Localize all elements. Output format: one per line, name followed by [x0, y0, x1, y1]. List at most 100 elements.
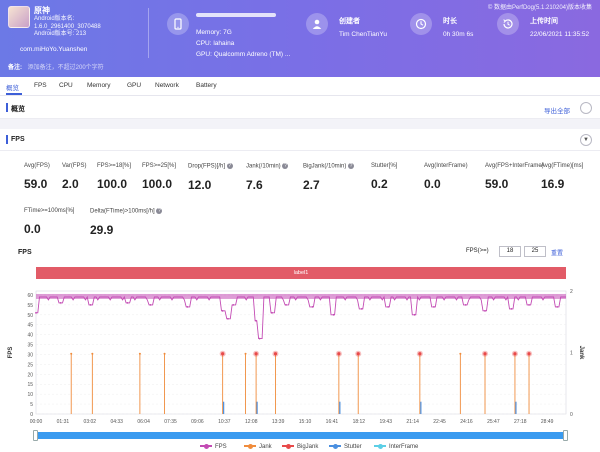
tab-memory[interactable]: Memory: [87, 82, 111, 89]
metric-value: 29.9: [90, 222, 114, 237]
history-icon: [497, 13, 519, 35]
metric-r2-0: FTime>=100ms[%] 0.0: [24, 208, 74, 236]
legend-item-jank[interactable]: Jank: [244, 443, 272, 450]
bigjank-point: [513, 352, 517, 356]
metric-r1-10: Avg(FTime)[ms] 16.9: [541, 163, 583, 191]
fps-threshold-input-1[interactable]: 18: [499, 246, 521, 257]
fps-dip-point: [271, 311, 273, 314]
metric-label: Drop(FPS)[/h] ?: [188, 163, 233, 170]
fps-threshold-input-2[interactable]: 25: [524, 246, 546, 257]
x-tick-label: 28:49: [541, 419, 554, 425]
chart-title: FPS: [18, 249, 32, 256]
fps-dip-point: [556, 305, 559, 308]
tab-battery[interactable]: Battery: [196, 82, 217, 89]
upload-time-value: 22/06/2021 11:35:52: [530, 31, 590, 38]
help-icon[interactable]: ?: [348, 163, 355, 169]
metric-label: Avg(InterFrame): [424, 163, 468, 169]
jank-point: [70, 352, 73, 355]
x-tick-label: 00:00: [30, 419, 43, 425]
fps-dip-point: [464, 303, 467, 306]
chevron-down-icon[interactable]: ▼: [580, 134, 592, 146]
metric-value: 7.6: [246, 177, 263, 192]
legend-label: FPS: [215, 444, 227, 450]
active-tab-indicator: [6, 93, 22, 95]
legend-item-fps[interactable]: FPS: [200, 443, 227, 450]
metric-label: FTime>=100ms[%]: [24, 208, 75, 214]
fps-dip-point: [186, 305, 189, 308]
x-tick-label: 04:33: [110, 419, 123, 425]
label-band[interactable]: label1: [36, 267, 566, 279]
metric-r1-7: Stutter[%] 0.2: [371, 163, 397, 191]
x-tick-label: 01:31: [57, 419, 70, 425]
chart-legend: FPS Jank BigJank Stutter InterFrame: [0, 443, 600, 452]
metric-value: 0.2: [371, 177, 388, 191]
x-tick-label: 25:47: [487, 419, 500, 425]
metric-r1-2: FPS>=18[%] 100.0: [97, 163, 131, 191]
bigjank-point: [356, 352, 360, 356]
help-icon[interactable]: ?: [156, 208, 163, 214]
fps-chart: 0 5 10 15 20 25 30 35 40 45 50 55 60 0 1 2 FPS Jank 00:00 0…: [8, 289, 584, 425]
metric-label: FPS>=25[%]: [142, 163, 177, 169]
metric-label: Avg(FPS): [24, 163, 50, 169]
scroll-handle-right[interactable]: [563, 430, 568, 441]
y-tick-label: 35: [27, 343, 33, 349]
app-package-name: com.miHoYo.Yuanshen: [20, 46, 88, 53]
fps-dip-point: [255, 319, 257, 322]
fps-dip-point: [232, 303, 235, 306]
legend-swatch: [282, 443, 294, 449]
x-tick-label: 06:04: [137, 419, 150, 425]
legend-swatch: [200, 443, 212, 449]
fps-dip-point: [332, 313, 335, 316]
jank-point: [163, 352, 166, 355]
note-input[interactable]: 添加备注，不超过200个字符: [27, 65, 104, 71]
tab-network[interactable]: Network: [155, 82, 179, 89]
x-tick-label: 24:16: [460, 419, 473, 425]
fps-dip-point: [89, 303, 92, 306]
legend-item-stutter[interactable]: Stutter: [329, 443, 362, 450]
legend-swatch: [329, 443, 341, 449]
metric-value: 59.0: [485, 177, 509, 191]
bigjank-point: [254, 352, 258, 356]
export-all-button[interactable]: 导出全部: [544, 108, 570, 115]
x-tick-label: 21:14: [406, 419, 419, 425]
device-gpu: GPU: Qualcomm Adreno (TM) ...: [196, 51, 291, 58]
x-tick-label: 12:08: [245, 419, 258, 425]
fps-dip-point: [149, 303, 152, 306]
collapse-button[interactable]: [580, 102, 592, 114]
fps-section-title: FPS: [11, 136, 25, 143]
fps-dip-point: [433, 305, 435, 308]
jank-point: [459, 352, 462, 355]
metric-value: 100.0: [97, 177, 128, 191]
metric-value: 2.0: [62, 177, 79, 191]
fps-dip-point: [387, 305, 390, 308]
tab-gpu[interactable]: GPU: [127, 82, 142, 89]
section-marker: [6, 103, 8, 112]
help-icon[interactable]: ?: [282, 163, 289, 169]
header-divider: [148, 8, 149, 58]
tab-cpu[interactable]: CPU: [59, 82, 73, 89]
overview-header: 概览 导出全部: [0, 97, 600, 119]
reset-button[interactable]: 重置: [551, 251, 564, 257]
y-tick-label: 40: [27, 333, 33, 339]
x-tick-label: 22:45: [433, 419, 446, 425]
fps-dip-point: [35, 311, 37, 314]
tab-overview[interactable]: 概览: [6, 85, 19, 92]
metric-label: Var(FPS): [62, 163, 87, 169]
fps-dip-point: [360, 307, 363, 310]
metric-label: Delta(FTime)>100ms[/h] ?: [90, 208, 163, 215]
legend-label: BigJank: [297, 444, 319, 450]
app-version-line: 1.6.0_2961400_3070488: [34, 23, 101, 30]
report-header: © 数据由PerfDog(5.1.210204)版本收集 原神 Android版…: [0, 0, 600, 77]
tab-fps[interactable]: FPS: [34, 82, 47, 89]
scroll-handle-left[interactable]: [33, 430, 38, 441]
fps-dip-point: [227, 317, 229, 320]
y2-tick-label: 0: [570, 412, 573, 418]
legend-item-bigjank[interactable]: BigJank: [282, 443, 319, 450]
section-gap: [0, 119, 600, 129]
x-tick-label: 16:41: [326, 419, 339, 425]
help-icon[interactable]: ?: [226, 163, 233, 169]
legend-item-interframe[interactable]: InterFrame: [374, 443, 418, 450]
y2-tick-label: 1: [570, 351, 573, 357]
time-range-scrollbar[interactable]: [36, 432, 566, 439]
app-name: 原神: [34, 6, 50, 15]
